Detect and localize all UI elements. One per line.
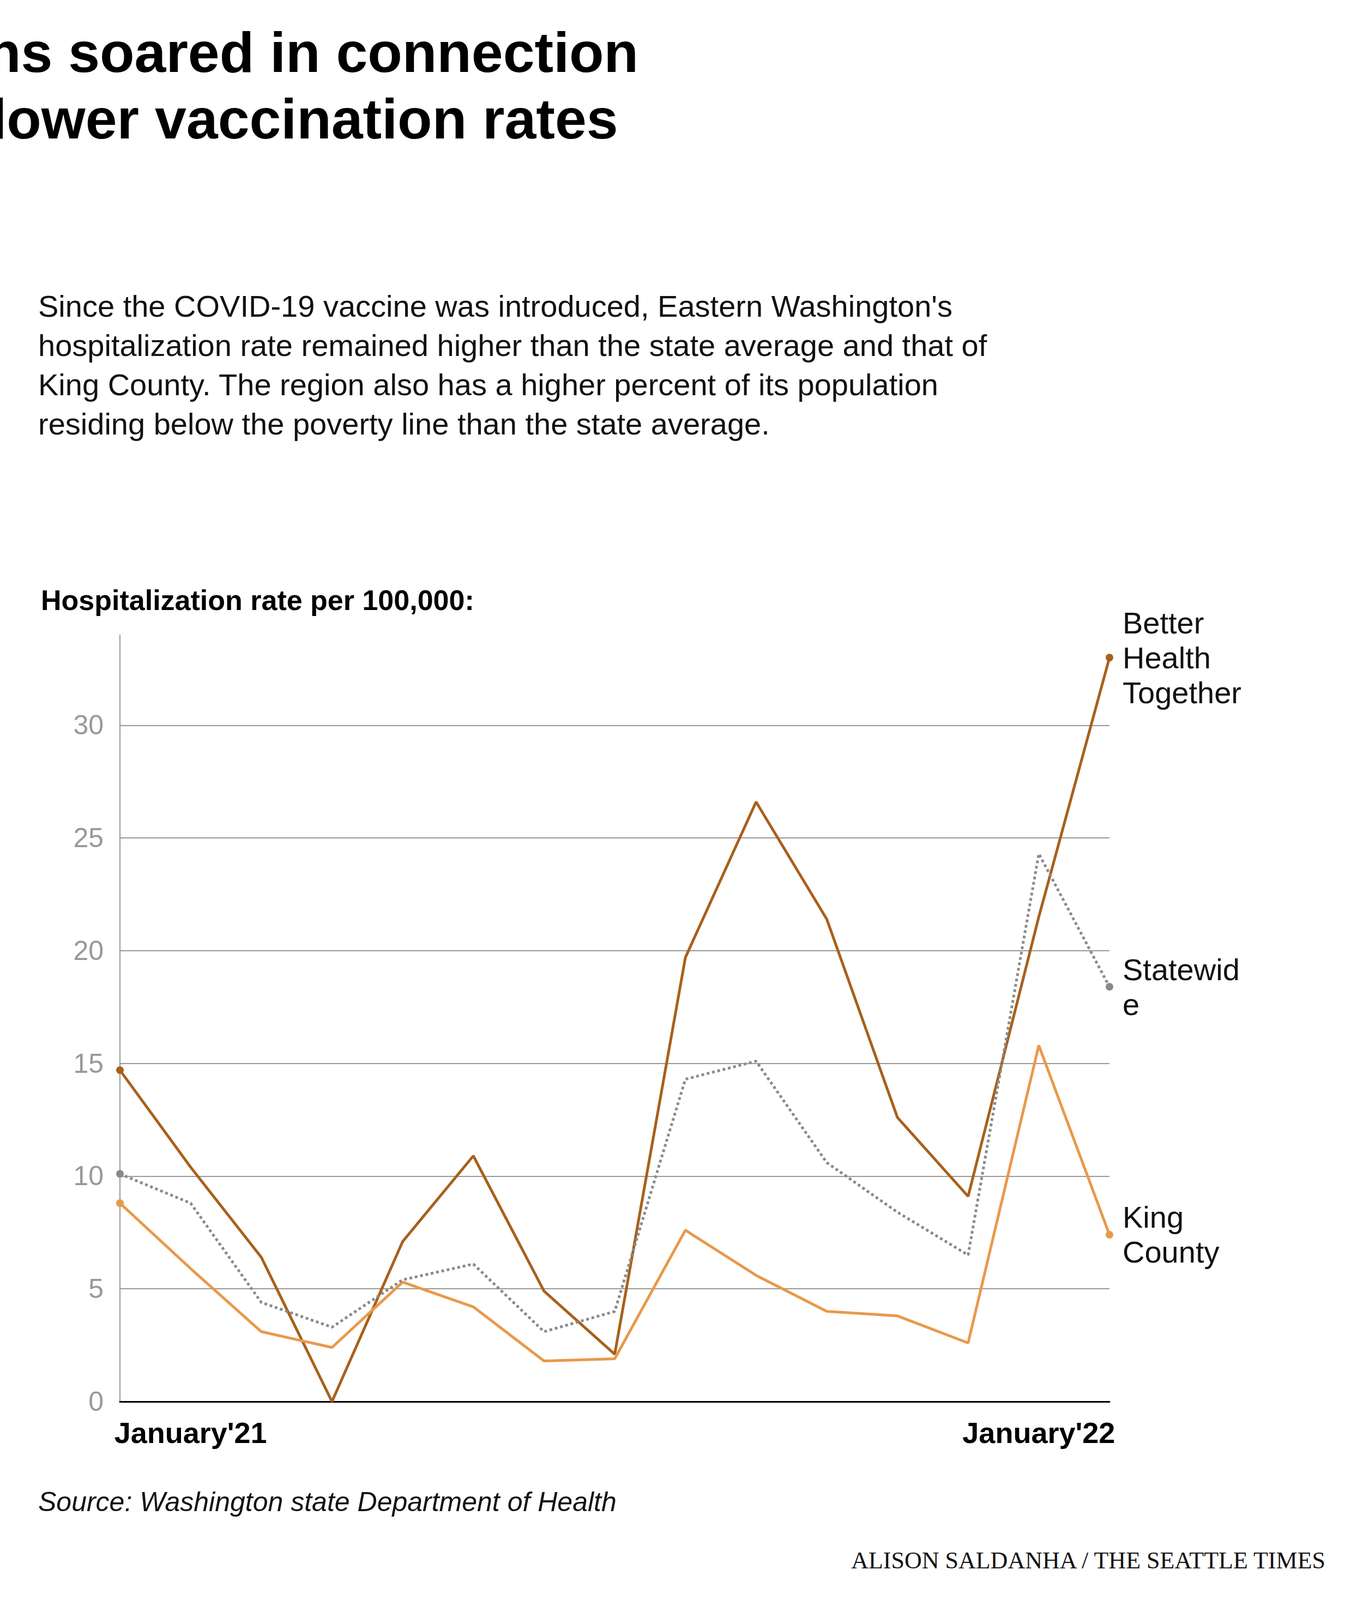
svg-text:30: 30: [73, 709, 104, 741]
svg-text:e: e: [1122, 987, 1140, 1022]
svg-text:Since the COVID-19 vaccine was: Since the COVID-19 vaccine was introduce…: [38, 288, 962, 324]
svg-text:20: 20: [73, 935, 104, 967]
svg-text:January'21: January'21: [114, 1416, 268, 1450]
svg-text:10: 10: [73, 1160, 104, 1192]
svg-text:hospitalization rate remained: hospitalization rate remained higher tha…: [38, 328, 996, 363]
svg-text:5: 5: [88, 1273, 104, 1305]
svg-text:0: 0: [88, 1386, 104, 1417]
svg-text:Health: Health: [1122, 640, 1220, 675]
svg-text:25: 25: [73, 822, 104, 854]
svg-text:County: County: [1122, 1234, 1220, 1270]
svg-text:residing below the poverty lin: residing below the poverty line than the…: [38, 406, 770, 442]
svg-text:Source: Washington state Depar: Source: Washington state Department of H…: [38, 1486, 617, 1518]
svg-text:Overall, hospitalizations soar: Overall, hospitalizations soared in conn…: [0, 20, 655, 84]
svg-text:King County. The region also h: King County. The region also has a highe…: [38, 367, 948, 402]
svg-text:15: 15: [73, 1048, 104, 1079]
svg-text:ALISON SALDANHA / THE SEATTLE: ALISON SALDANHA / THE SEATTLE TIMES: [851, 1547, 1326, 1574]
svg-text:with lower incomes, lower vacc: with lower incomes, lower vaccination ra…: [0, 87, 619, 151]
svg-text:Better: Better: [1122, 605, 1213, 641]
svg-text:January'22: January'22: [962, 1416, 1115, 1450]
svg-text:Hospitalization rate per 100,0: Hospitalization rate per 100,000:: [40, 584, 475, 617]
svg-text:King: King: [1122, 1199, 1193, 1235]
svg-text:Together: Together: [1122, 675, 1242, 710]
svg-text:Statewid: Statewid: [1122, 952, 1240, 987]
